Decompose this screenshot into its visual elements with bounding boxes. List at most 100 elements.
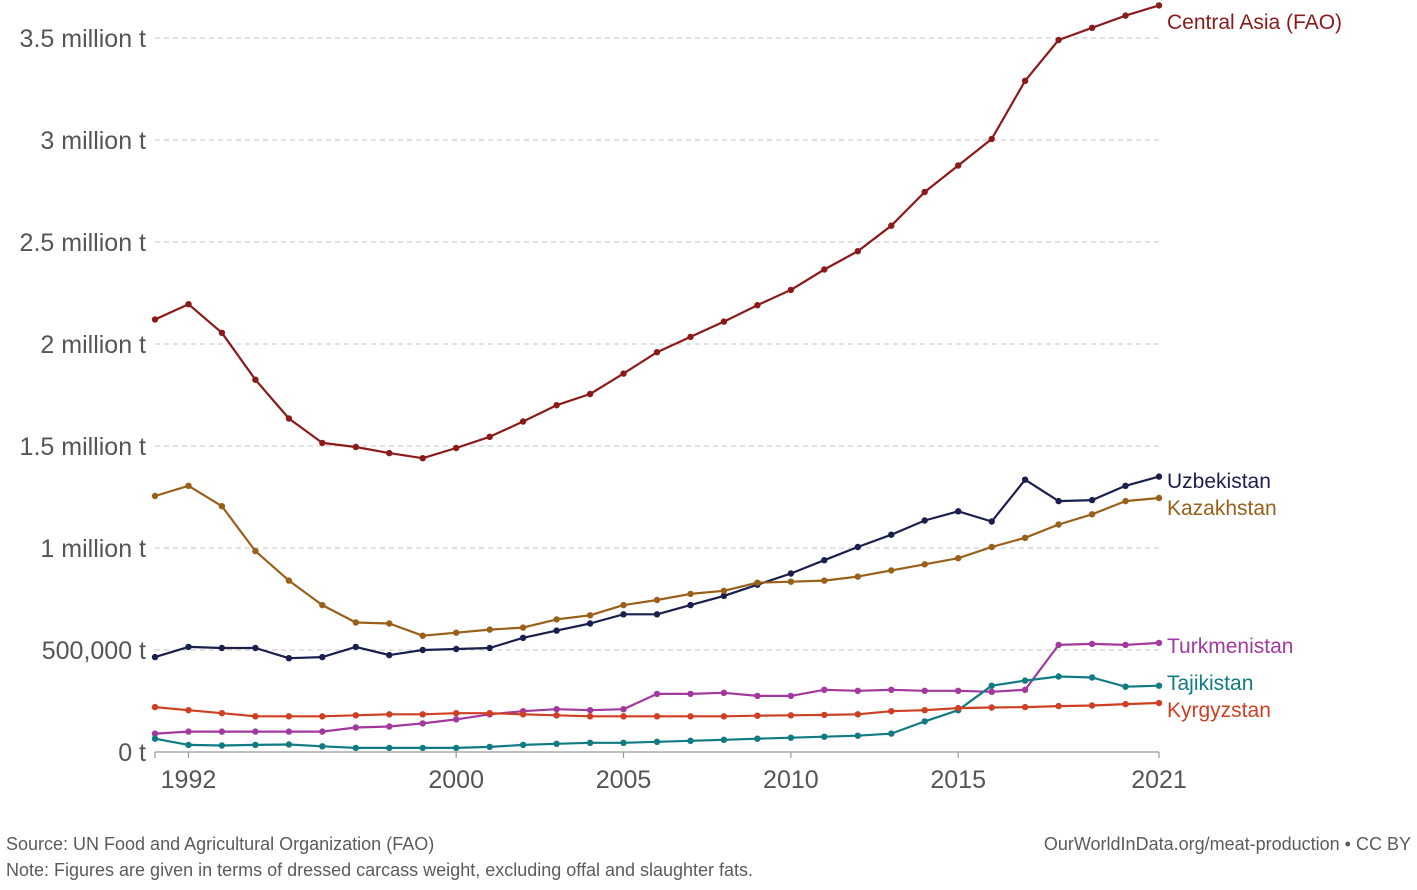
data-point: [854, 732, 861, 739]
data-point: [921, 707, 928, 714]
data-point: [453, 744, 460, 752]
data-point: [185, 301, 192, 308]
data-point: [218, 329, 226, 336]
data-point: [687, 737, 694, 744]
source-note: Source: UN Food and Agricultural Organiz…: [6, 834, 435, 854]
data-point: [1021, 703, 1029, 711]
data-point: [754, 692, 761, 700]
data-point: [787, 570, 795, 577]
data-point: [821, 577, 828, 584]
credit-link[interactable]: OurWorldInData.org/meat-production • CC …: [1043, 834, 1411, 854]
data-point: [151, 703, 159, 711]
data-point: [1055, 702, 1062, 710]
data-point: [988, 135, 995, 143]
y-tick-label: 2 million t: [40, 331, 146, 359]
data-point: [821, 686, 828, 693]
data-point: [620, 601, 627, 609]
data-point: [519, 711, 527, 718]
series-label: Kazakhstan: [1167, 497, 1277, 520]
data-point: [352, 643, 359, 651]
data-point: [754, 735, 761, 742]
data-point: [787, 712, 795, 719]
data-point: [1155, 682, 1163, 689]
data-point: [854, 573, 861, 580]
data-point: [1055, 497, 1062, 505]
data-point: [653, 738, 661, 745]
line-chart: 0 t 500,000 t 1 million t 1.5 million t 2 mi…: [20, 2, 1342, 794]
data-point: [921, 188, 928, 196]
data-point: [252, 644, 259, 652]
data-point: [955, 162, 962, 169]
series-tajikistan: [151, 673, 1163, 752]
data-point: [285, 577, 293, 584]
data-point: [687, 590, 694, 598]
series-turkmenistan: [151, 639, 1163, 737]
data-point: [553, 712, 560, 719]
data-point: [620, 611, 627, 618]
data-point: [453, 716, 460, 723]
data-point: [988, 518, 995, 525]
data-point: [185, 643, 192, 651]
data-point: [988, 688, 995, 695]
data-point: [319, 653, 326, 661]
series-line: [154, 641, 1160, 735]
data-point: [754, 579, 761, 586]
data-point: [453, 444, 460, 452]
data-point: [1122, 482, 1129, 489]
data-point: [151, 730, 159, 737]
data-point: [787, 692, 795, 700]
data-point: [854, 248, 861, 255]
data-point: [720, 318, 728, 325]
axes: 0 t 500,000 t 1 million t 1.5 million t 2 mi…: [20, 25, 1187, 794]
series-line: [154, 675, 1160, 750]
data-point: [1088, 640, 1096, 648]
data-point: [185, 728, 192, 735]
data-point: [955, 687, 962, 694]
data-point: [1055, 36, 1062, 44]
data-point: [319, 439, 326, 447]
data-point: [921, 517, 928, 524]
data-point: [586, 713, 594, 720]
data-point: [620, 739, 627, 746]
data-point: [386, 449, 393, 457]
data-point: [720, 587, 728, 594]
y-tick-label: 3 million t: [40, 127, 146, 155]
data-point: [352, 744, 359, 752]
data-point: [1122, 700, 1129, 708]
data-point: [787, 578, 795, 585]
data-point: [821, 733, 828, 740]
data-point: [218, 710, 226, 717]
data-point: [787, 286, 795, 294]
data-point: [1088, 702, 1096, 709]
data-point: [988, 682, 995, 689]
data-point: [553, 402, 560, 409]
data-point: [955, 508, 962, 515]
data-point: [419, 455, 426, 462]
data-point: [352, 619, 359, 626]
data-point: [955, 704, 962, 712]
data-point: [486, 743, 493, 751]
data-point: [955, 555, 962, 562]
data-point: [586, 612, 594, 619]
data-point: [1122, 641, 1129, 649]
data-point: [386, 620, 393, 627]
y-tick-label: 3.5 million t: [20, 25, 146, 53]
data-point: [151, 492, 159, 500]
data-point: [653, 596, 661, 604]
data-point: [687, 333, 694, 341]
data-point: [821, 266, 828, 273]
data-point: [1055, 673, 1062, 680]
data-point: [620, 370, 627, 377]
data-point: [653, 611, 661, 618]
data-point: [151, 653, 159, 661]
data-point: [687, 601, 694, 609]
x-tick-label: 2010: [763, 766, 819, 794]
data-point: [653, 690, 661, 698]
data-point: [888, 686, 895, 693]
data-point: [285, 713, 293, 720]
data-point: [285, 655, 293, 662]
data-point: [486, 433, 493, 440]
data-point: [151, 735, 159, 742]
data-point: [754, 302, 761, 309]
data-point: [720, 713, 728, 720]
